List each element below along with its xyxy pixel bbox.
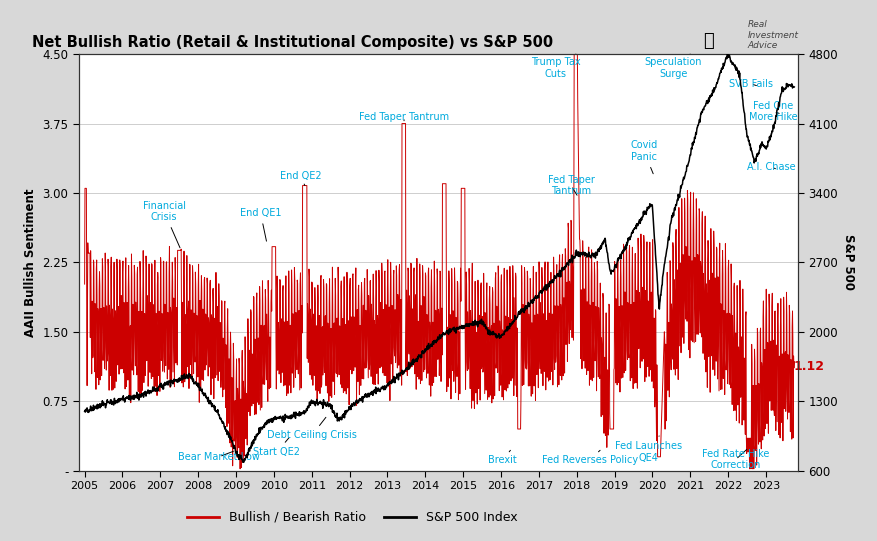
Text: Brexit: Brexit <box>488 450 517 465</box>
Y-axis label: S&P 500: S&P 500 <box>842 234 855 291</box>
Text: A.I. Chase: A.I. Chase <box>747 162 796 172</box>
Text: 1.12: 1.12 <box>793 360 824 373</box>
Text: End QE1: End QE1 <box>239 208 282 241</box>
Text: End QE2: End QE2 <box>280 171 321 186</box>
Text: Covid
Panic: Covid Panic <box>631 141 658 174</box>
Text: Fed Taper Tantrum: Fed Taper Tantrum <box>360 112 450 122</box>
Text: Speculation
Surge: Speculation Surge <box>645 54 702 79</box>
Text: SVB Fails: SVB Fails <box>729 79 773 89</box>
Text: Fed Launches
QE4: Fed Launches QE4 <box>615 436 682 463</box>
Legend: Bullish / Bearish Ratio, S&P 500 Index: Bullish / Bearish Ratio, S&P 500 Index <box>182 506 522 529</box>
Text: 🦅: 🦅 <box>702 32 714 50</box>
Text: Trump Tax
Cuts: Trump Tax Cuts <box>531 54 581 79</box>
Text: Fed Taper
Tantrum: Fed Taper Tantrum <box>547 175 595 196</box>
Text: Start QE2: Start QE2 <box>253 438 301 457</box>
Text: Debt Ceiling Crisis: Debt Ceiling Crisis <box>267 417 357 440</box>
Text: Financial
Crisis: Financial Crisis <box>143 201 186 248</box>
Text: Net Bullish Ratio (Retail & Institutional Composite) vs S&P 500: Net Bullish Ratio (Retail & Institutiona… <box>32 35 553 50</box>
Text: Fed Rate Hike
Correction: Fed Rate Hike Correction <box>702 449 769 470</box>
Text: Bear Market Low: Bear Market Low <box>178 451 260 462</box>
Text: Fed One
More Hike: Fed One More Hike <box>749 101 798 122</box>
Y-axis label: AAII Bullish Sentiment: AAII Bullish Sentiment <box>24 188 37 337</box>
Text: Fed Reverses Policy: Fed Reverses Policy <box>542 450 638 465</box>
Text: Real
Investment
Advice: Real Investment Advice <box>748 20 799 50</box>
